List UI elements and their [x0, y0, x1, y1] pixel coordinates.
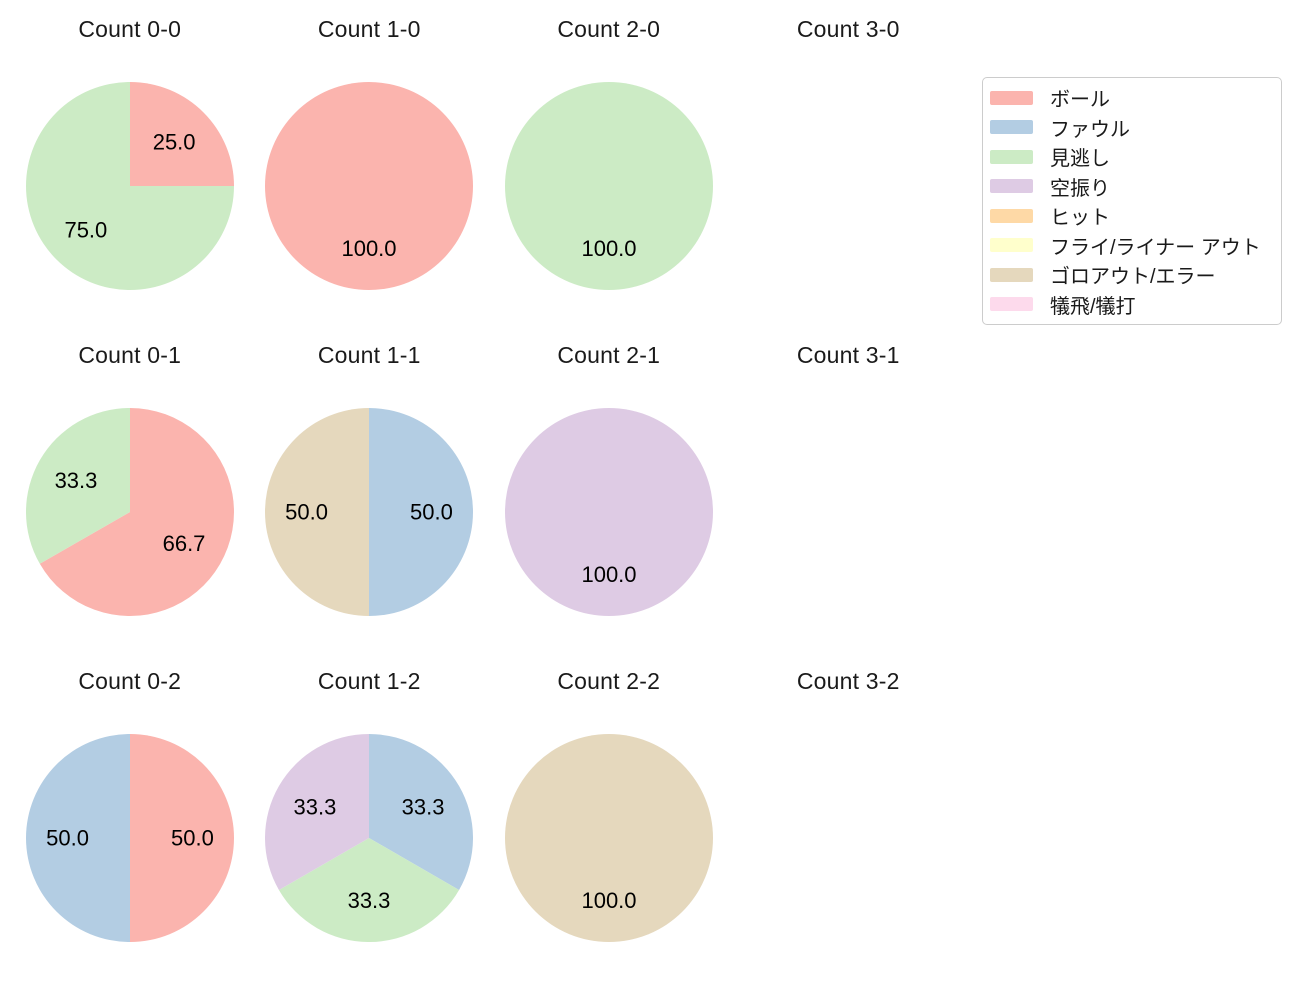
pie-slice: [25, 734, 130, 942]
pie-slice: [265, 82, 474, 290]
legend-label: ボール: [1050, 89, 1110, 112]
chart-count-2-0: Count 2-0 100.0: [489, 0, 729, 326]
pie-slice: [369, 408, 474, 616]
chart-count-3-0: Count 3-0: [729, 0, 969, 326]
legend-label: 犠飛/犠打: [1050, 295, 1136, 318]
pie-slice: [25, 82, 234, 290]
chart-count-2-1: Count 2-1 100.0: [489, 326, 729, 652]
pie-chart: [744, 734, 952, 942]
legend-label: フライ/ライナー アウト: [1050, 236, 1261, 259]
slice-percent-label: 50.0: [285, 500, 328, 525]
legend-item: 犠飛/犠打: [983, 290, 1281, 319]
slice-percent-label: 100.0: [581, 236, 636, 261]
legend-swatch: [990, 149, 1033, 164]
pie-chart: 25.0 75.0: [25, 82, 234, 290]
chart-title: Count 2-1: [557, 342, 661, 368]
pie-slice: [504, 408, 713, 616]
pie-chart: 66.7 33.3: [25, 408, 234, 616]
legend-swatch: [990, 90, 1033, 105]
legend-label: 見逃し: [1050, 148, 1110, 171]
legend-label: ゴロアウト/エラー: [1050, 266, 1216, 289]
slice-percent-label: 33.3: [348, 888, 391, 913]
pie-chart: 50.0 50.0: [265, 408, 474, 616]
chart-title: Count 0-1: [78, 342, 182, 368]
pie-chart: [744, 408, 952, 616]
legend-label: ヒット: [1050, 207, 1110, 230]
pie-chart: 100.0: [265, 82, 474, 290]
pie-chart: 50.0 50.0: [25, 734, 234, 942]
pie-charts-grid: Count 0-0 25.0 75.0 Count 1-0 100.0 Count…: [10, 0, 968, 978]
pie-slice: [369, 734, 474, 890]
chart-title: Count 1-2: [317, 668, 421, 694]
legend-label: 空振り: [1050, 177, 1110, 200]
slice-percent-label: 50.0: [410, 500, 453, 525]
legend-label: ファウル: [1050, 118, 1130, 141]
pie-slice: [25, 408, 130, 564]
legend-swatch: [990, 267, 1033, 282]
legend-item: ヒット: [983, 201, 1281, 230]
pie-slice: [129, 82, 234, 186]
legend-item: ボール: [983, 83, 1281, 112]
slice-percent-label: 50.0: [171, 826, 214, 851]
slice-percent-label: 100.0: [581, 888, 636, 913]
chart-title: Count 3-0: [796, 16, 900, 42]
chart-title: Count 0-0: [78, 16, 182, 42]
legend: ボールファウル見逃し空振りヒットフライ/ライナー アウト ゴロアウト/エラー 犠飛/…: [982, 77, 1282, 325]
chart-title: Count 3-2: [796, 668, 900, 694]
slice-percent-label: 100.0: [342, 236, 397, 261]
pie-chart: 100.0: [504, 82, 713, 290]
chart-title: Count 1-0: [317, 16, 421, 42]
slice-percent-label: 66.7: [162, 531, 205, 556]
chart-count-1-1: Count 1-1 50.0 50.0: [250, 326, 490, 652]
legend-item: ゴロアウト/エラー: [983, 260, 1281, 289]
chart-count-3-2: Count 3-2: [729, 652, 969, 978]
pie-slice: [504, 82, 713, 290]
slice-percent-label: 33.3: [294, 794, 337, 819]
pie-chart: 100.0: [504, 408, 713, 616]
slice-percent-label: 25.0: [152, 129, 195, 154]
pie-slice: [39, 408, 234, 616]
pie-chart: 100.0: [504, 734, 713, 942]
chart-title: Count 0-2: [78, 668, 182, 694]
legend-item: 空振り: [983, 172, 1281, 201]
chart-count-1-2: Count 1-2 33.3 33.3 33.3: [250, 652, 490, 978]
legend-item: フライ/ライナー アウト: [983, 231, 1281, 260]
chart-title: Count 2-0: [557, 16, 661, 42]
pie-chart: [744, 82, 952, 290]
slice-percent-label: 100.0: [581, 562, 636, 587]
legend-swatch: [990, 238, 1033, 253]
pie-chart: 33.3 33.3 33.3: [265, 734, 474, 942]
chart-count-0-1: Count 0-1 66.7 33.3: [10, 326, 250, 652]
chart-count-2-2: Count 2-2 100.0: [489, 652, 729, 978]
slice-percent-label: 33.3: [402, 794, 445, 819]
chart-count-3-1: Count 3-1: [729, 326, 969, 652]
slice-percent-label: 33.3: [54, 468, 97, 493]
chart-count-0-0: Count 0-0 25.0 75.0: [10, 0, 250, 326]
legend-swatch: [990, 208, 1033, 223]
chart-title: Count 2-2: [557, 668, 661, 694]
legend-swatch: [990, 297, 1033, 312]
pie-slice: [265, 408, 370, 616]
chart-title: Count 1-1: [317, 342, 421, 368]
legend-swatch: [990, 179, 1033, 194]
legend-item: ファウル: [983, 113, 1281, 142]
chart-title: Count 3-1: [796, 342, 900, 368]
pie-slice: [265, 734, 370, 890]
chart-count-1-0: Count 1-0 100.0: [250, 0, 490, 326]
slice-percent-label: 75.0: [64, 218, 107, 243]
legend-swatch: [990, 120, 1033, 135]
legend-item: 見逃し: [983, 142, 1281, 171]
pie-slice: [129, 734, 234, 942]
pie-slice: [504, 734, 713, 942]
chart-count-0-2: Count 0-2 50.0 50.0: [10, 652, 250, 978]
slice-percent-label: 50.0: [46, 826, 89, 851]
